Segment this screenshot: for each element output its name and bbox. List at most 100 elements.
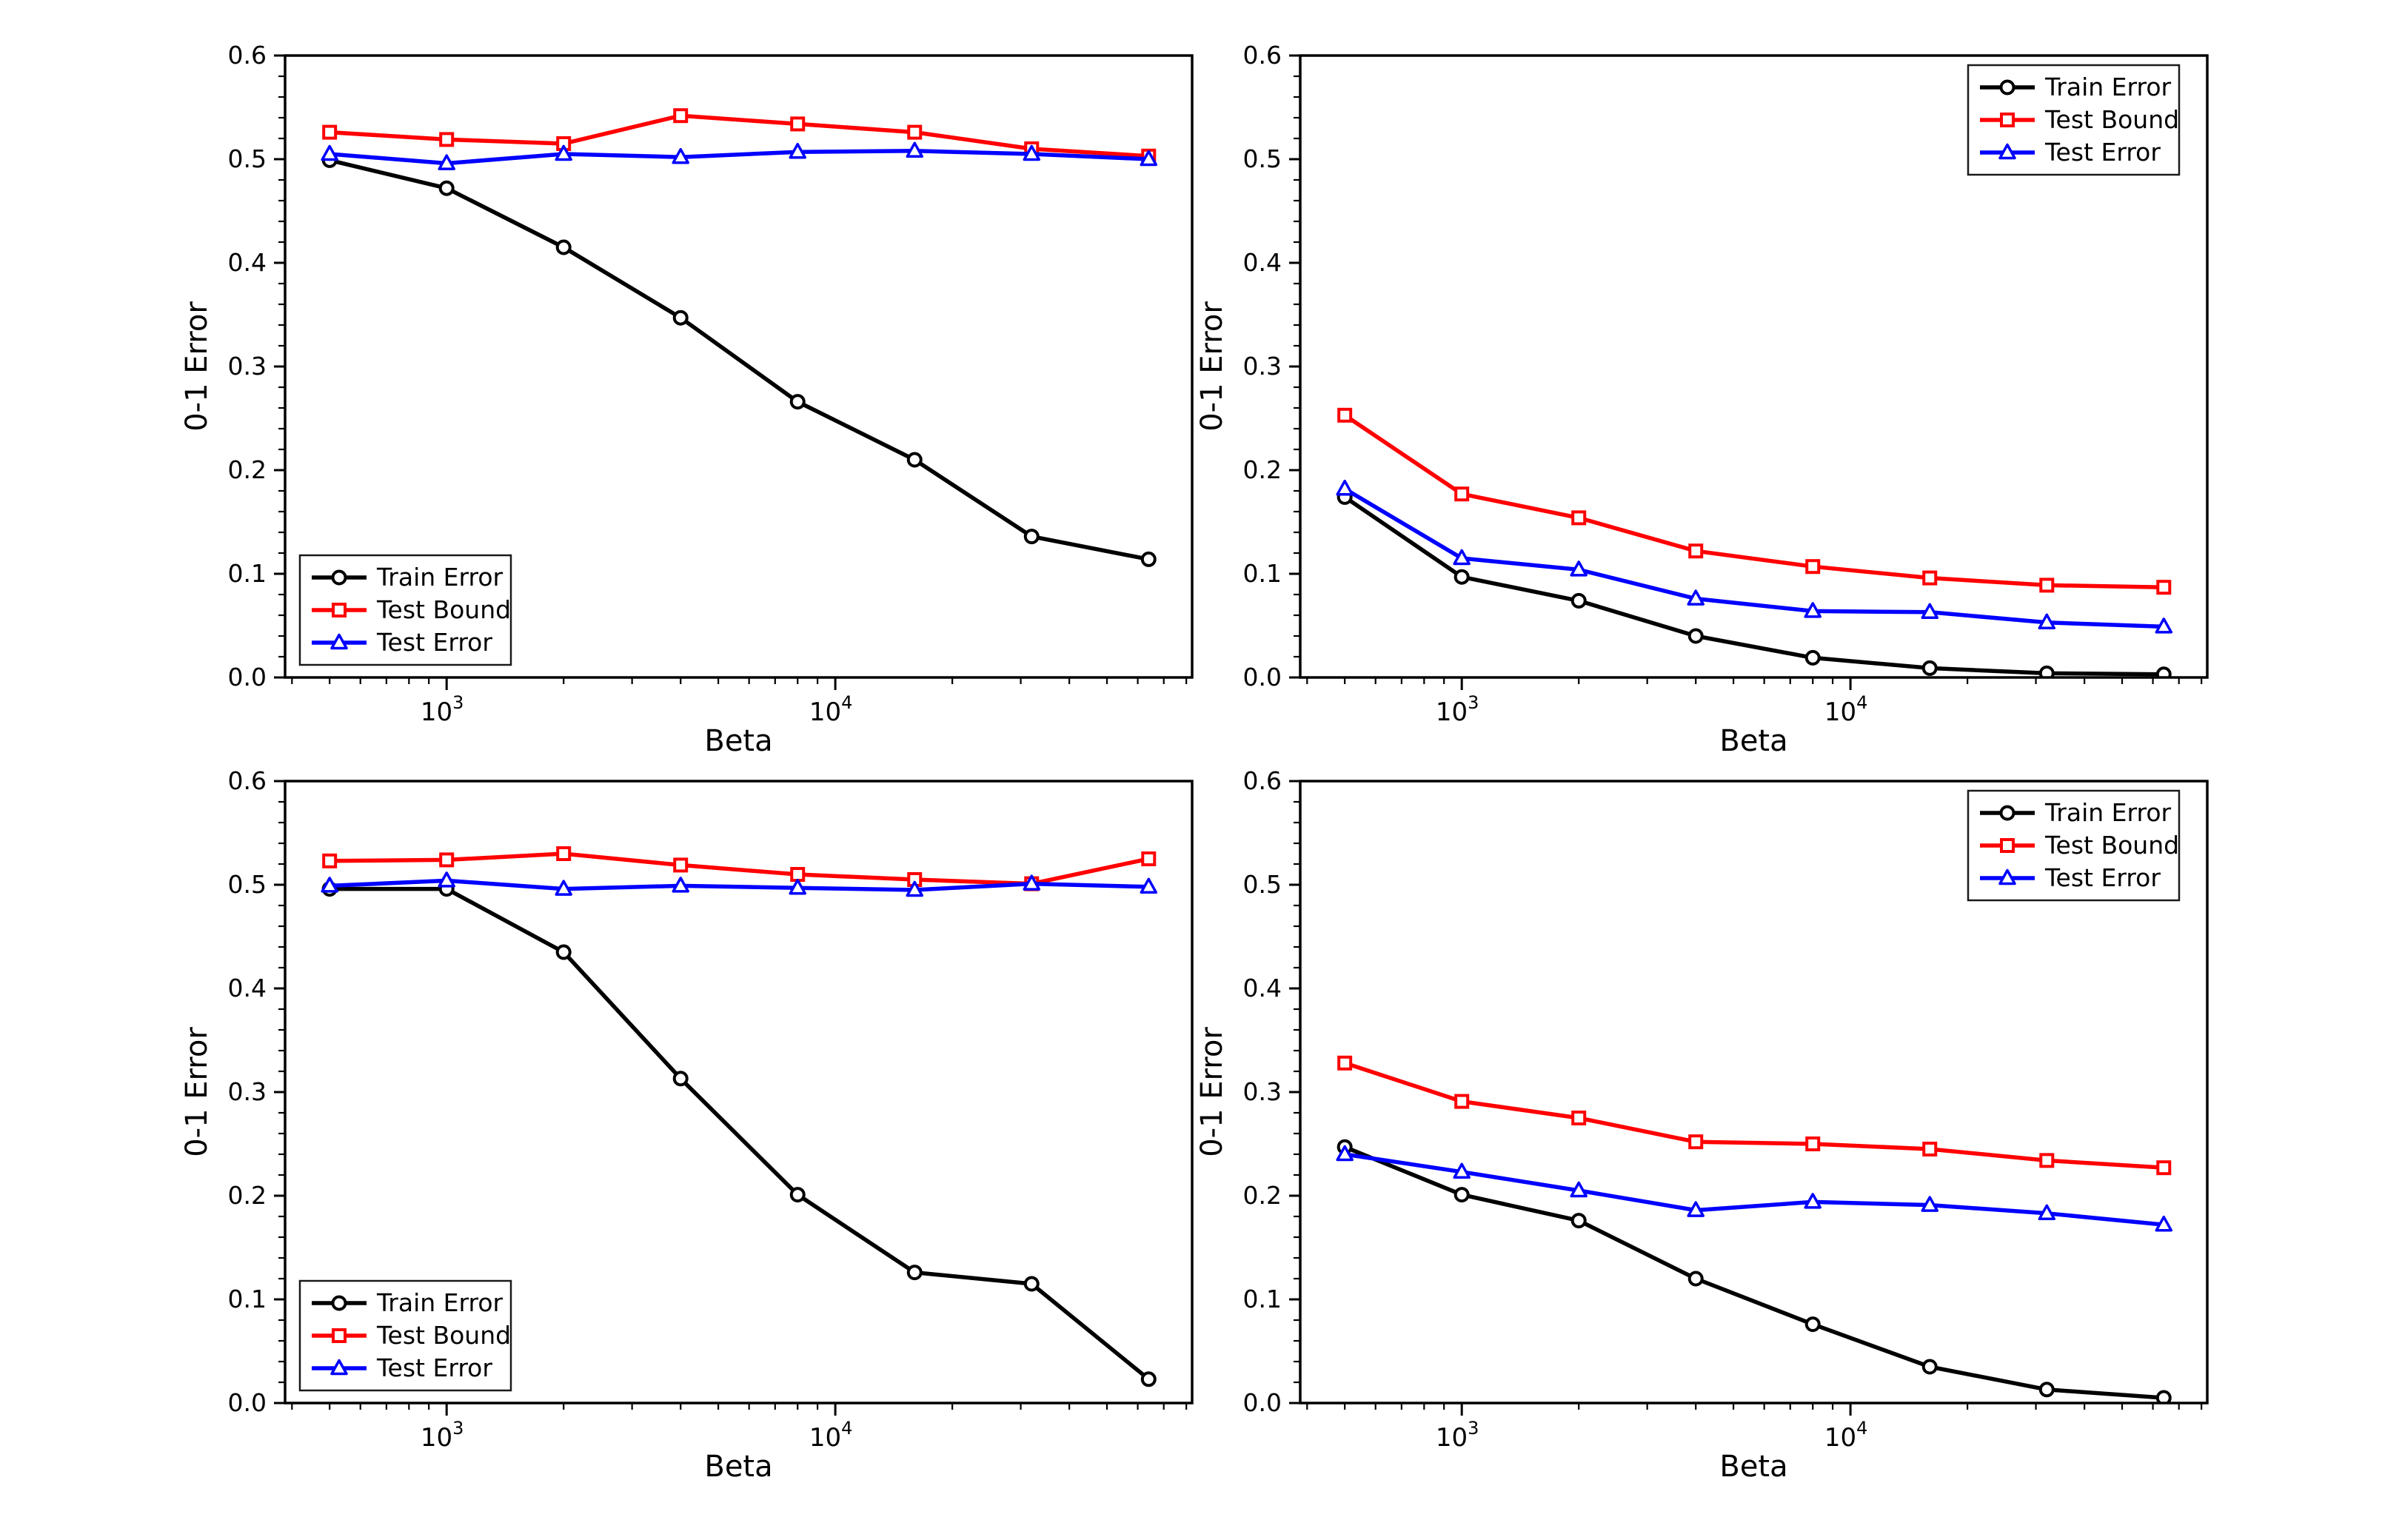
y-tick-label: 0.6 bbox=[228, 41, 267, 70]
train-error-series bbox=[321, 881, 1157, 1387]
chart-bottom-left: 103 104 0.0 0.1 0.2 0.3 0.4 0.5 0.6 Beta 0-1 Error… bbox=[180, 766, 1194, 1484]
legend-label: Train Error bbox=[376, 1288, 504, 1317]
x-tick-label: 103 bbox=[421, 1418, 464, 1453]
legend-label: Test Bound bbox=[376, 595, 511, 624]
y-tick-label: 0.1 bbox=[228, 1285, 267, 1313]
y-tick-label: 0.1 bbox=[1243, 559, 1282, 588]
y-tick-label: 0.5 bbox=[1243, 144, 1282, 173]
x-tick-label: 104 bbox=[809, 692, 853, 727]
y-tick-label: 0.6 bbox=[1243, 41, 1282, 70]
legend: Train Error Test Bound Test Error bbox=[1967, 64, 2181, 176]
x-axis: 103 104 bbox=[1306, 677, 2203, 727]
legend-label: Test Error bbox=[376, 1353, 492, 1382]
train-error-series bbox=[321, 152, 1157, 567]
y-tick-label: 0.4 bbox=[1243, 248, 1282, 277]
legend-entry-test-error: Test Error bbox=[312, 1353, 492, 1382]
test-error-series bbox=[321, 871, 1158, 897]
legend-label: Test Error bbox=[2044, 863, 2161, 892]
legend-entry-train-error: Train Error bbox=[1980, 798, 2172, 827]
y-tick-label: 0.5 bbox=[1243, 870, 1282, 899]
y-tick-label: 0.4 bbox=[1243, 974, 1282, 1002]
y-tick-label: 0.2 bbox=[228, 455, 267, 484]
y-tick-label: 0.0 bbox=[228, 1388, 267, 1417]
test-error-series bbox=[321, 141, 1158, 170]
legend-entry-test-bound: Test Bound bbox=[1980, 105, 2179, 134]
x-tick-label: 103 bbox=[1436, 692, 1479, 727]
y-axis-label: 0-1 Error bbox=[180, 301, 214, 432]
y-axis: 0.0 0.1 0.2 0.3 0.4 0.5 0.6 bbox=[228, 766, 285, 1417]
legend-label: Test Error bbox=[376, 628, 492, 657]
y-tick-label: 0.0 bbox=[228, 663, 267, 692]
y-tick-label: 0.2 bbox=[1243, 1181, 1282, 1210]
y-tick-label: 0.3 bbox=[1243, 1077, 1282, 1106]
legend: Train Error Test Bound Test Error bbox=[298, 1279, 512, 1392]
legend-entry-train-error: Train Error bbox=[312, 1288, 504, 1317]
y-axis-label: 0-1 Error bbox=[1195, 1027, 1229, 1157]
y-axis: 0.0 0.1 0.2 0.3 0.4 0.5 0.6 bbox=[1243, 766, 1300, 1417]
x-tick-label: 104 bbox=[1824, 692, 1868, 727]
x-tick-label: 104 bbox=[1824, 1418, 1868, 1453]
y-tick-label: 0.5 bbox=[228, 144, 267, 173]
y-tick-label: 0.6 bbox=[1243, 766, 1282, 795]
test-bound-series bbox=[1337, 407, 2172, 595]
legend-entry-train-error: Train Error bbox=[1980, 73, 2172, 101]
y-tick-label: 0.2 bbox=[228, 1181, 267, 1210]
y-tick-label: 0.0 bbox=[1243, 663, 1282, 692]
test-error-series bbox=[1336, 1145, 2173, 1232]
legend-label: Test Bound bbox=[376, 1321, 511, 1350]
legend-label: Test Error bbox=[2044, 138, 2161, 167]
plot-border bbox=[284, 54, 1194, 679]
legend-entry-test-bound: Test Bound bbox=[312, 1321, 511, 1350]
legend-entry-train-error: Train Error bbox=[312, 563, 504, 592]
x-axis: 103 104 bbox=[1306, 1403, 2203, 1453]
y-tick-label: 0.1 bbox=[228, 559, 267, 588]
y-axis-label: 0-1 Error bbox=[180, 1027, 214, 1157]
legend-entry-test-error: Test Error bbox=[1980, 138, 2161, 167]
x-tick-label: 104 bbox=[809, 1418, 853, 1453]
y-tick-label: 0.3 bbox=[228, 352, 267, 381]
x-axis-label: Beta bbox=[1719, 1450, 1787, 1484]
x-tick-label: 103 bbox=[1436, 1418, 1479, 1453]
plot-border bbox=[284, 780, 1194, 1405]
legend-label: Test Bound bbox=[2044, 831, 2179, 860]
y-tick-label: 0.2 bbox=[1243, 455, 1282, 484]
y-tick-label: 0.5 bbox=[228, 870, 267, 899]
y-tick-label: 0.0 bbox=[1243, 1388, 1282, 1417]
y-tick-label: 0.3 bbox=[1243, 352, 1282, 381]
legend-label: Test Bound bbox=[2044, 105, 2179, 134]
x-axis-label: Beta bbox=[704, 1450, 772, 1484]
y-tick-label: 0.4 bbox=[228, 974, 267, 1002]
train-error-series bbox=[1337, 1139, 2172, 1404]
y-axis-label: 0-1 Error bbox=[1195, 301, 1229, 432]
legend-label: Train Error bbox=[2044, 73, 2172, 101]
chart-top-left: 103 104 0.0 0.1 0.2 0.3 0.4 0.5 0.6 Beta 0-1 Error… bbox=[180, 41, 1194, 758]
test-bound-series bbox=[322, 108, 1157, 164]
x-axis-label: Beta bbox=[1719, 724, 1787, 758]
legend-label: Train Error bbox=[376, 563, 504, 592]
x-tick-label: 103 bbox=[421, 692, 464, 727]
chart-bottom-right: 103 104 0.0 0.1 0.2 0.3 0.4 0.5 0.6 Beta 0-1 Error… bbox=[1195, 766, 2209, 1484]
legend-entry-test-error: Test Error bbox=[312, 628, 492, 657]
legend-entry-test-error: Test Error bbox=[1980, 863, 2161, 892]
x-axis-label: Beta bbox=[704, 724, 772, 758]
y-tick-label: 0.1 bbox=[1243, 1285, 1282, 1313]
legend-label: Train Error bbox=[2044, 798, 2172, 827]
chart-top-right: 103 104 0.0 0.1 0.2 0.3 0.4 0.5 0.6 Beta 0-1 Error… bbox=[1195, 41, 2209, 758]
y-tick-label: 0.6 bbox=[228, 766, 267, 795]
plot-border bbox=[1299, 54, 2209, 679]
legend: Train Error Test Bound Test Error bbox=[298, 554, 512, 666]
x-axis: 103 104 bbox=[291, 1403, 1188, 1453]
test-error-series bbox=[1336, 479, 2173, 634]
y-axis: 0.0 0.1 0.2 0.3 0.4 0.5 0.6 bbox=[1243, 41, 1300, 692]
x-axis: 103 104 bbox=[291, 677, 1188, 727]
legend-entry-test-bound: Test Bound bbox=[1980, 831, 2179, 860]
y-axis: 0.0 0.1 0.2 0.3 0.4 0.5 0.6 bbox=[228, 41, 285, 692]
plot-border bbox=[1299, 780, 2209, 1405]
legend: Train Error Test Bound Test Error bbox=[1967, 789, 2181, 902]
y-tick-label: 0.4 bbox=[228, 248, 267, 277]
y-tick-label: 0.3 bbox=[228, 1077, 267, 1106]
legend-entry-test-bound: Test Bound bbox=[312, 595, 511, 624]
test-bound-series bbox=[1337, 1055, 2172, 1176]
